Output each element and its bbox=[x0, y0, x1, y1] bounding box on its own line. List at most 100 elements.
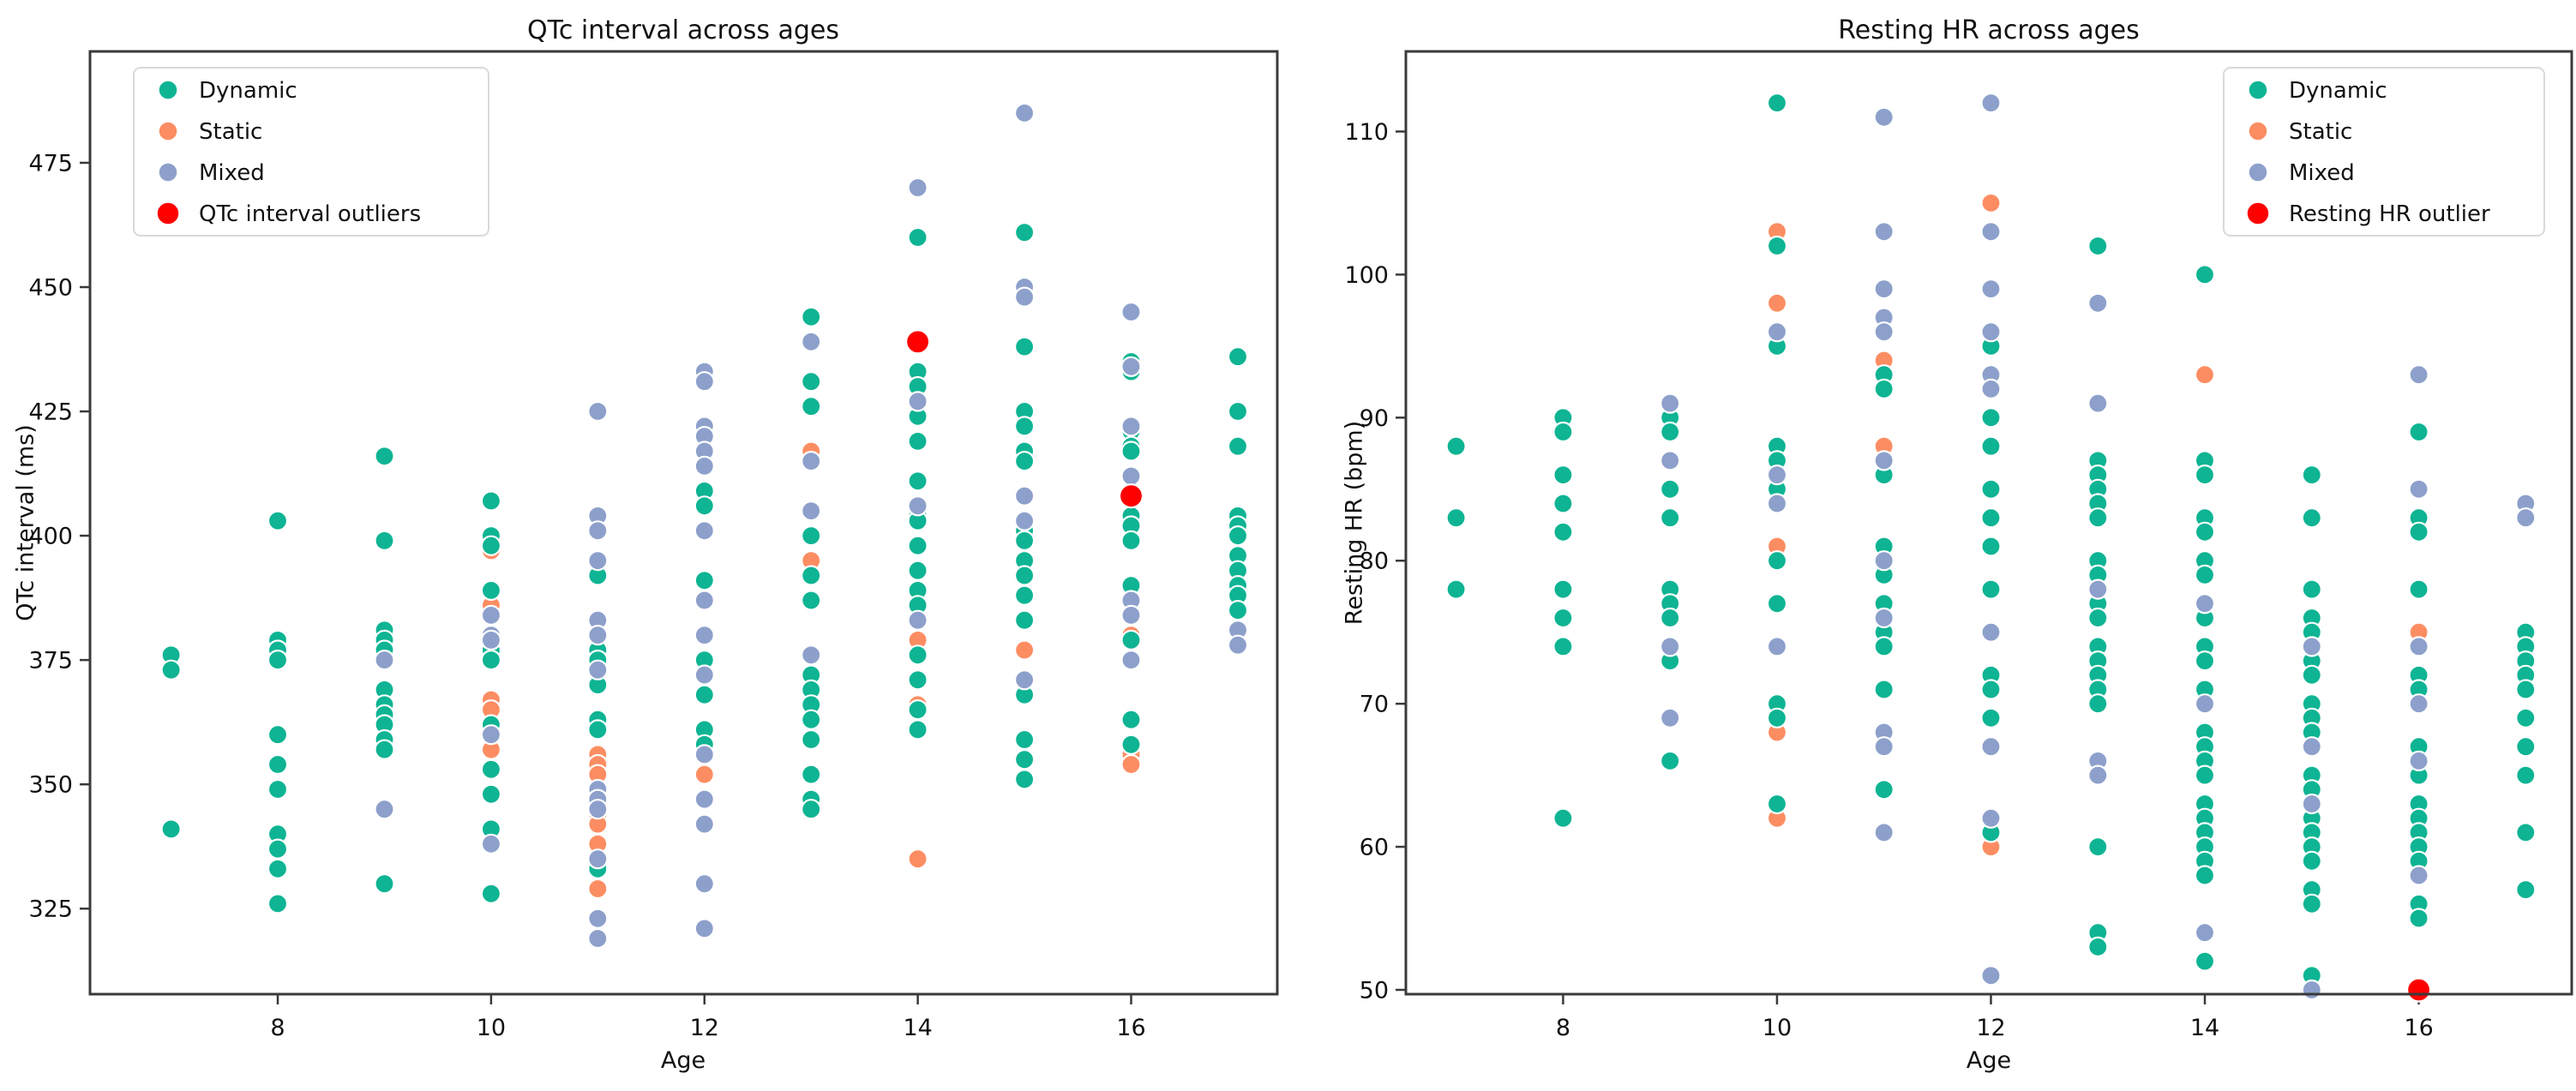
scatter-point bbox=[1980, 407, 2002, 429]
scatter-point bbox=[267, 724, 289, 746]
scatter-point bbox=[1552, 578, 1574, 600]
scatter-point bbox=[2301, 793, 2322, 815]
scatter-point bbox=[1766, 292, 1788, 314]
scatter-point bbox=[480, 883, 502, 904]
scatter-point bbox=[480, 490, 502, 512]
scatter-point bbox=[1980, 621, 2002, 643]
scatter-point bbox=[907, 471, 928, 492]
scatter-point bbox=[1873, 679, 1894, 700]
legend-marker bbox=[158, 162, 178, 183]
scatter-point bbox=[1660, 393, 1681, 414]
scatter-point bbox=[267, 649, 289, 671]
scatter-point bbox=[1552, 493, 1574, 514]
scatter-point bbox=[267, 858, 289, 879]
y-tick-label: 80 bbox=[1360, 548, 1389, 575]
scatter-point bbox=[694, 520, 715, 542]
scatter-point bbox=[801, 644, 822, 666]
y-tick-label: 60 bbox=[1360, 835, 1389, 861]
y-tick-label: 375 bbox=[28, 648, 73, 674]
legend-marker bbox=[2248, 121, 2268, 141]
series-qtc-interval-outliers bbox=[904, 329, 1144, 509]
y-tick-label: 100 bbox=[1344, 262, 1389, 289]
scatter-point bbox=[2408, 421, 2429, 443]
scatter-point bbox=[801, 525, 822, 547]
scatter-point bbox=[1120, 301, 1142, 323]
scatter-point bbox=[2515, 878, 2537, 901]
scatter-point bbox=[1660, 607, 1681, 629]
scatter-point bbox=[2194, 521, 2216, 543]
legend-marker bbox=[2248, 80, 2268, 100]
scatter-point bbox=[1766, 235, 1788, 257]
series-mixed bbox=[1660, 92, 2537, 1001]
scatter-point bbox=[1013, 609, 1036, 631]
scatter-point bbox=[2087, 578, 2109, 600]
legend-marker bbox=[2248, 162, 2268, 183]
scatter-point bbox=[1980, 965, 2002, 986]
scatter-point bbox=[694, 495, 715, 517]
scatter-point bbox=[1980, 478, 2002, 500]
scatter-point bbox=[1013, 639, 1036, 661]
scatter-point bbox=[1445, 507, 1467, 529]
scatter-point bbox=[1980, 92, 2002, 114]
scatter-point bbox=[2194, 364, 2216, 386]
scatter-point bbox=[1660, 421, 1681, 443]
scatter-point bbox=[587, 927, 609, 950]
scatter-point bbox=[2408, 865, 2429, 886]
scatter-point bbox=[2408, 750, 2429, 772]
x-tick-label: 14 bbox=[903, 1015, 932, 1041]
x-tick-label: 12 bbox=[1976, 1015, 2005, 1041]
scatter-point bbox=[1013, 749, 1036, 770]
scatter-point bbox=[1873, 279, 1894, 300]
scatter-point bbox=[1120, 465, 1142, 487]
scatter-point bbox=[2301, 636, 2322, 657]
series-dynamic bbox=[160, 222, 1249, 914]
hr-y-axis-label: Resting HR (bpm) bbox=[1341, 420, 1368, 626]
y-tick-label: 350 bbox=[28, 772, 73, 799]
scatter-point bbox=[160, 659, 182, 680]
scatter-point bbox=[1552, 421, 1574, 443]
scatter-point bbox=[2301, 507, 2322, 529]
scatter-point bbox=[1980, 507, 2002, 529]
scatter-point bbox=[1120, 441, 1142, 462]
scatter-point bbox=[1873, 221, 1894, 243]
legend-label: Static bbox=[2289, 119, 2352, 145]
scatter-point bbox=[1873, 607, 1894, 629]
scatter-point bbox=[694, 918, 715, 939]
scatter-point bbox=[1766, 464, 1788, 486]
scatter-point bbox=[1660, 507, 1681, 529]
scatter-point bbox=[801, 764, 822, 785]
scatter-point bbox=[1552, 807, 1574, 829]
scatter-point bbox=[1766, 793, 1788, 815]
scatter-point bbox=[2515, 822, 2537, 843]
legend-marker bbox=[158, 80, 178, 100]
x-tick-label: 16 bbox=[2404, 1015, 2433, 1041]
scatter-point bbox=[1660, 450, 1681, 471]
x-tick-label: 8 bbox=[270, 1015, 285, 1041]
scatter-point bbox=[480, 535, 502, 556]
scatter-point bbox=[907, 430, 928, 453]
x-tick-label: 14 bbox=[2190, 1015, 2219, 1041]
scatter-point bbox=[1013, 584, 1036, 606]
y-tick-label: 70 bbox=[1360, 692, 1389, 718]
scatter-point bbox=[480, 579, 502, 602]
scatter-point bbox=[587, 659, 609, 680]
scatter-point bbox=[2301, 850, 2322, 872]
scatter-point bbox=[480, 833, 502, 854]
legend-label: Dynamic bbox=[199, 78, 297, 104]
scatter-point bbox=[1980, 578, 2002, 600]
scatter-point bbox=[2408, 908, 2429, 929]
scatter-point bbox=[2194, 593, 2216, 614]
scatter-point bbox=[2194, 764, 2216, 786]
qtc-x-axis-label: Age bbox=[660, 1047, 706, 1074]
scatter-point bbox=[1120, 753, 1142, 776]
scatter-point bbox=[2087, 693, 2109, 715]
scatter-point bbox=[2194, 564, 2216, 586]
scatter-point bbox=[1013, 222, 1036, 243]
scatter-point bbox=[1227, 634, 1249, 656]
scatter-point bbox=[904, 329, 931, 355]
scatter-point bbox=[801, 565, 822, 586]
scatter-point bbox=[2194, 693, 2216, 715]
y-tick-label: 90 bbox=[1360, 405, 1389, 432]
